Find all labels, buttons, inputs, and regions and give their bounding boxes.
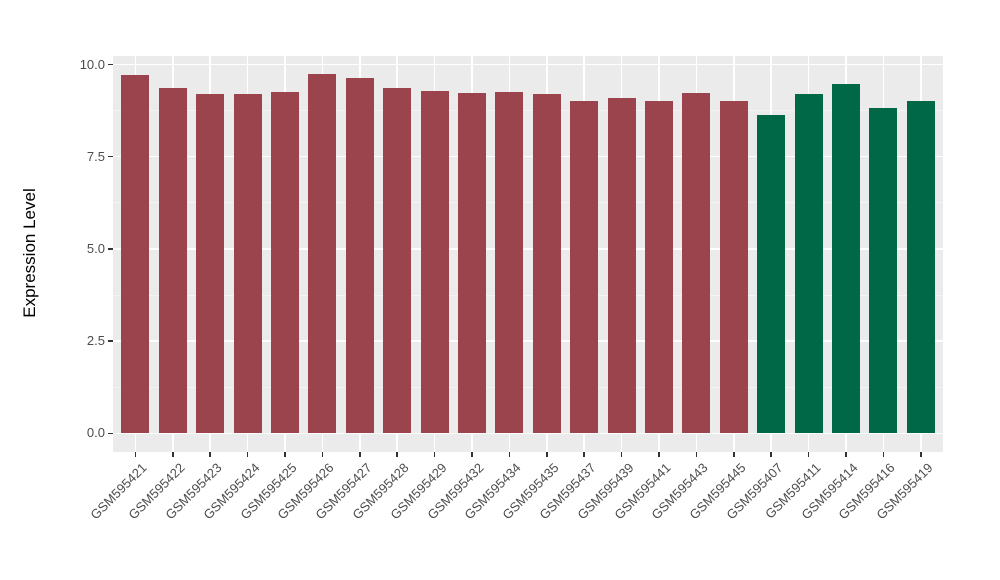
- y-tick-label: 7.5: [86, 148, 105, 164]
- y-tick-label: 5.0: [86, 240, 105, 256]
- gridline-major: [113, 155, 943, 158]
- x-tick-mark: [807, 452, 810, 457]
- bar-GSM595421: [121, 74, 150, 434]
- bar-GSM595422: [158, 88, 187, 434]
- gridline-minor: [113, 294, 943, 296]
- x-tick-mark: [882, 452, 885, 457]
- y-tick-label: 2.5: [86, 333, 105, 349]
- x-tick-mark: [246, 452, 249, 457]
- x-tick-mark: [433, 452, 436, 457]
- bar-GSM595423: [196, 94, 225, 434]
- x-tick-mark: [920, 452, 922, 457]
- bar-GSM595428: [383, 88, 412, 434]
- x-tick-mark: [359, 452, 361, 457]
- bar-GSM595445: [719, 101, 748, 434]
- x-tick-mark: [620, 452, 623, 457]
- x-tick-mark: [658, 452, 660, 457]
- gridline-minor: [113, 202, 943, 204]
- bar-GSM595427: [345, 78, 374, 434]
- x-tick-mark: [695, 452, 698, 457]
- bar-GSM595429: [420, 91, 449, 434]
- gridline-minor: [113, 386, 943, 388]
- bar-GSM595439: [607, 98, 636, 434]
- y-tick-mark: [108, 248, 113, 250]
- bar-GSM595441: [645, 100, 673, 434]
- bar-GSM595419: [906, 101, 935, 434]
- x-tick-mark: [845, 452, 847, 457]
- x-tick-mark: [508, 452, 511, 457]
- bar-GSM595425: [271, 91, 299, 434]
- gridline-minor: [113, 110, 943, 112]
- plot-panel: [113, 56, 943, 452]
- x-tick-mark: [284, 452, 286, 457]
- bar-GSM595434: [495, 91, 524, 434]
- x-tick-mark: [733, 452, 735, 457]
- x-tick-mark: [172, 452, 174, 457]
- gridline-major: [113, 340, 943, 342]
- y-tick-mark: [108, 432, 113, 435]
- bar-GSM595424: [233, 94, 262, 434]
- bar-GSM595407: [757, 115, 786, 434]
- x-tick-mark: [546, 452, 548, 457]
- y-tick-label: 10.0: [79, 56, 105, 72]
- y-tick-label: 0.0: [86, 425, 105, 441]
- bar-GSM595411: [794, 94, 823, 434]
- bar-GSM595443: [682, 92, 711, 434]
- x-tick-mark: [770, 452, 772, 457]
- bar-GSM595414: [832, 84, 860, 434]
- gridline-major: [113, 63, 943, 66]
- y-tick-mark: [108, 340, 113, 342]
- x-tick-mark: [134, 452, 137, 457]
- x-tick-mark: [209, 452, 211, 457]
- gridline-major: [113, 248, 943, 250]
- bar-GSM595426: [308, 74, 337, 434]
- y-tick-mark: [108, 155, 113, 158]
- bar-GSM595435: [532, 94, 561, 434]
- bar-GSM595416: [869, 108, 898, 434]
- x-tick-mark: [471, 452, 473, 457]
- bar-GSM595437: [570, 101, 599, 434]
- bar-GSM595432: [458, 93, 486, 434]
- x-tick-mark: [321, 452, 324, 457]
- y-tick-mark: [108, 63, 113, 66]
- gridline-major: [113, 432, 943, 435]
- x-tick-mark: [583, 452, 585, 457]
- x-tick-mark: [396, 452, 398, 457]
